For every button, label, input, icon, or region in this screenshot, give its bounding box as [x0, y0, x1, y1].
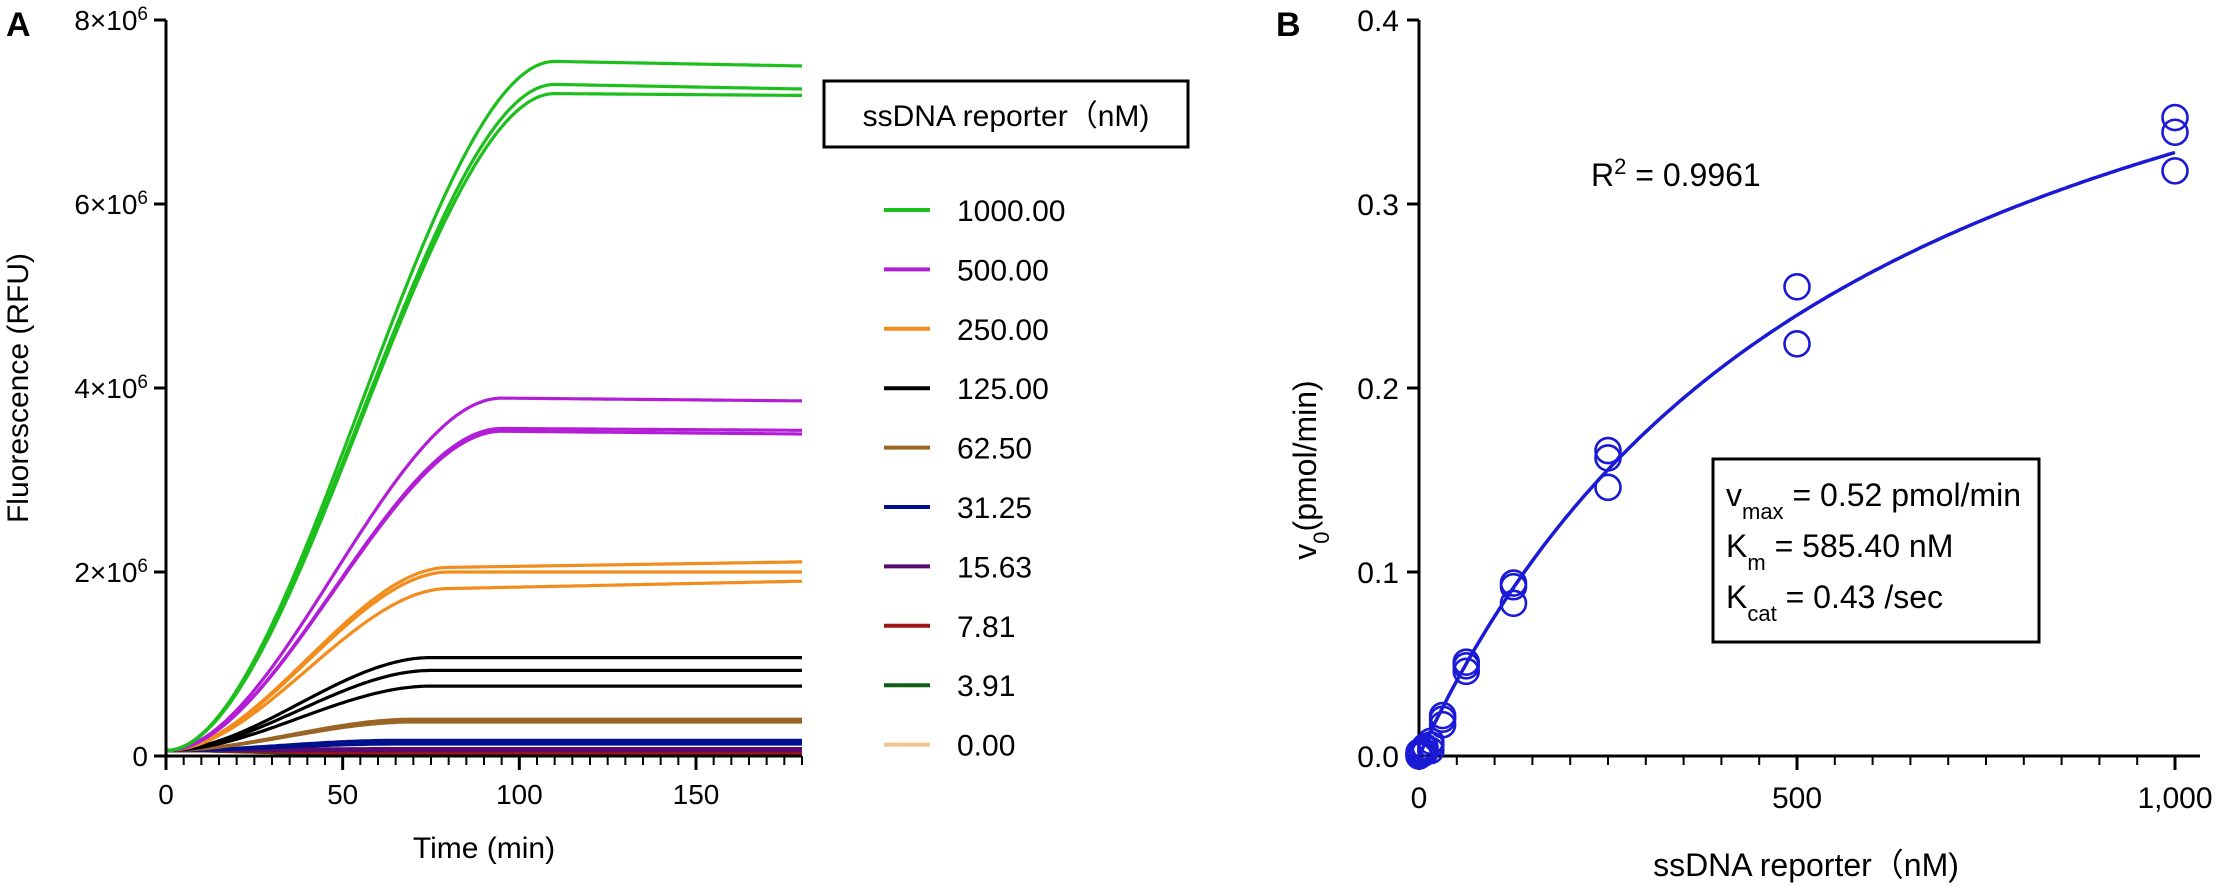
kinetic-parameters-frame — [1711, 457, 2041, 644]
x-tick-label: 1,000 — [2137, 782, 2212, 815]
legend-label: 15.63 — [957, 551, 1032, 584]
y-tick-label: 4×106 — [74, 372, 148, 405]
panel-a-x-axis-title: Time (min) — [413, 832, 555, 865]
kinetic-parameters-box: vmax = 0.52 pmol/min Km = 585.40 nM Kcat… — [1711, 457, 2041, 644]
panel-a-y-ticks: 0 2×106 4×106 6×106 8×106 — [74, 4, 166, 772]
data-point — [1594, 436, 1622, 465]
panel-b-letter: B — [1276, 6, 1301, 44]
legend-label: 7.81 — [957, 611, 1015, 644]
legend-items: 1000.00 500.00 250.00 125.00 62.50 31.25 15.63… — [884, 195, 1065, 763]
series-line-125-00-rep3 — [165, 684, 802, 753]
panel-b-scatter-chart: B 0.0 0.1 0.2 0.3 0.4 0 500 1,000 v0(pmol/min)… — [1276, 5, 2213, 883]
y-tick-label: 0.3 — [1357, 189, 1399, 222]
r-squared-annotation: R2 = 0.9961 — [1591, 154, 1761, 194]
panel-b-x-ticks: 0 500 1,000 — [1411, 756, 2213, 815]
data-point — [2161, 103, 2189, 132]
series-line-1000-00-rep3 — [165, 92, 802, 753]
data-point — [1783, 330, 1811, 358]
series-line-62-50-rep3 — [166, 720, 802, 753]
x-tick-label: 0 — [1411, 782, 1428, 815]
data-point — [2161, 157, 2189, 185]
series-line-1000-00-rep1 — [165, 59, 803, 753]
data-point — [1499, 569, 1528, 597]
data-point — [1783, 272, 1811, 301]
legend-label: 3.91 — [957, 670, 1015, 703]
data-point — [1452, 648, 1481, 676]
panel-a-series-lines — [165, 59, 803, 758]
panel-b-y-axis-title: v0(pmol/min) — [1287, 380, 1334, 559]
x-tick-label: 50 — [327, 779, 358, 810]
x-tick-label: 500 — [1772, 782, 1822, 815]
panel-b-x-axis-title: ssDNA reporter（nM) — [1653, 847, 1959, 883]
legend-label: 62.50 — [957, 433, 1032, 466]
x-tick-label: 0 — [158, 779, 174, 810]
series-line-125-00-rep1 — [165, 656, 802, 753]
vmax-label: vmax = 0.52 pmol/min — [1726, 477, 2021, 524]
data-point — [1499, 589, 1528, 618]
y-tick-label: 8×106 — [74, 4, 148, 37]
panel-b-data-points — [1405, 103, 2189, 770]
panel-a-letter: A — [6, 6, 31, 44]
legend-label: 31.25 — [957, 492, 1032, 525]
legend-label: 500.00 — [957, 254, 1049, 287]
panel-b-y-ticks: 0.0 0.1 0.2 0.3 0.4 — [1357, 5, 1419, 774]
series-line-250-00-rep2 — [165, 570, 802, 753]
legend-label: 0.00 — [957, 730, 1015, 763]
panel-a-line-chart: A 0 2×106 4×106 6×106 8×106 0 50 100 150 Fluore… — [2, 4, 1190, 865]
legend-label: 125.00 — [957, 373, 1049, 406]
panel-a-x-ticks: 0 50 100 150 — [158, 756, 803, 810]
y-tick-label: 6×106 — [74, 188, 148, 221]
series-line-125-00-rep2 — [165, 668, 802, 753]
y-tick-label: 0.4 — [1357, 5, 1399, 38]
x-tick-label: 150 — [673, 779, 720, 810]
michaelis-menten-fit-line — [1417, 150, 2176, 757]
legend-title-box — [822, 79, 1190, 149]
series-line-250-00-rep3 — [165, 579, 803, 753]
legend-label: 1000.00 — [957, 195, 1065, 228]
panel-a-y-axis-title: Fluorescence (RFU) — [2, 253, 35, 523]
data-point — [1594, 473, 1622, 502]
data-point — [1428, 701, 1457, 730]
y-tick-label: 2×106 — [74, 556, 148, 589]
legend: ssDNA reporter（nM) 1000.00 500.00 250.00 12… — [822, 79, 1190, 763]
y-tick-label: 0 — [132, 741, 148, 772]
series-line-500-00-rep1 — [165, 396, 803, 753]
series-line-500-00-rep3 — [165, 429, 802, 753]
kcat-label: Kcat = 0.43 /sec — [1726, 579, 1943, 626]
y-tick-label: 0.1 — [1357, 557, 1399, 590]
y-tick-label: 0.2 — [1357, 373, 1399, 406]
km-label: Km = 585.40 nM — [1726, 528, 1953, 575]
series-line-31-25-rep3 — [166, 742, 802, 753]
data-point — [2161, 118, 2189, 147]
legend-title: ssDNA reporter（nM) — [863, 100, 1150, 133]
x-tick-label: 100 — [496, 779, 543, 810]
data-point — [1594, 444, 1622, 472]
legend-label: 250.00 — [957, 314, 1049, 347]
y-tick-label: 0.0 — [1357, 741, 1399, 774]
